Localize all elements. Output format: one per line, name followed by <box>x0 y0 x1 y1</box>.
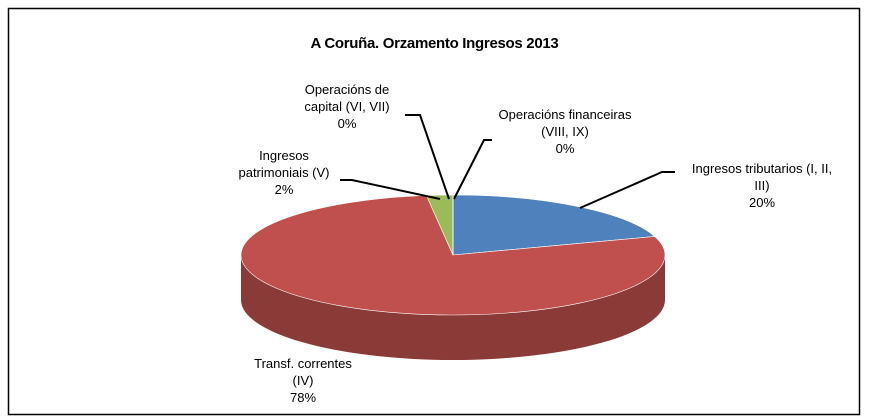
category-label: Transf. correntes (IV) <box>254 356 352 388</box>
value-label: 0% <box>555 141 575 156</box>
leader-line <box>453 139 492 200</box>
slice-label: Transf. correntes (IV) 78% <box>244 355 362 406</box>
slice-label: Operacións financeiras (VIII, IX) 0% <box>496 106 634 157</box>
slice-label: Operacións de capital (VI, VII) 0% <box>293 81 401 132</box>
slice <box>240 195 666 316</box>
slice <box>452 194 656 256</box>
category-label: Ingresos patrimoniais (V) <box>238 148 330 180</box>
leader-line <box>405 114 450 200</box>
pie <box>240 194 666 360</box>
category-label: Operacións financeiras (VIII, IX) <box>498 107 632 139</box>
value-label: 2% <box>274 182 294 197</box>
value-label: 20% <box>748 195 776 210</box>
value-label: 78% <box>289 390 317 405</box>
slice-side <box>241 255 665 360</box>
chart-title: A Coruña. Orzamento Ingresos 2013 <box>310 35 559 52</box>
leader-lines <box>340 114 675 209</box>
category-label: Ingresos tributarios (I, II, III) <box>691 161 833 193</box>
slice-label: Ingresos tributarios (I, II, III) 20% <box>687 160 837 211</box>
value-label: 0% <box>337 116 357 131</box>
leader-line <box>340 179 441 200</box>
leader-line <box>579 171 675 209</box>
slice-label: Ingresos patrimoniais (V) 2% <box>228 147 340 198</box>
category-label: Operacións de capital (VI, VII) <box>304 82 390 114</box>
